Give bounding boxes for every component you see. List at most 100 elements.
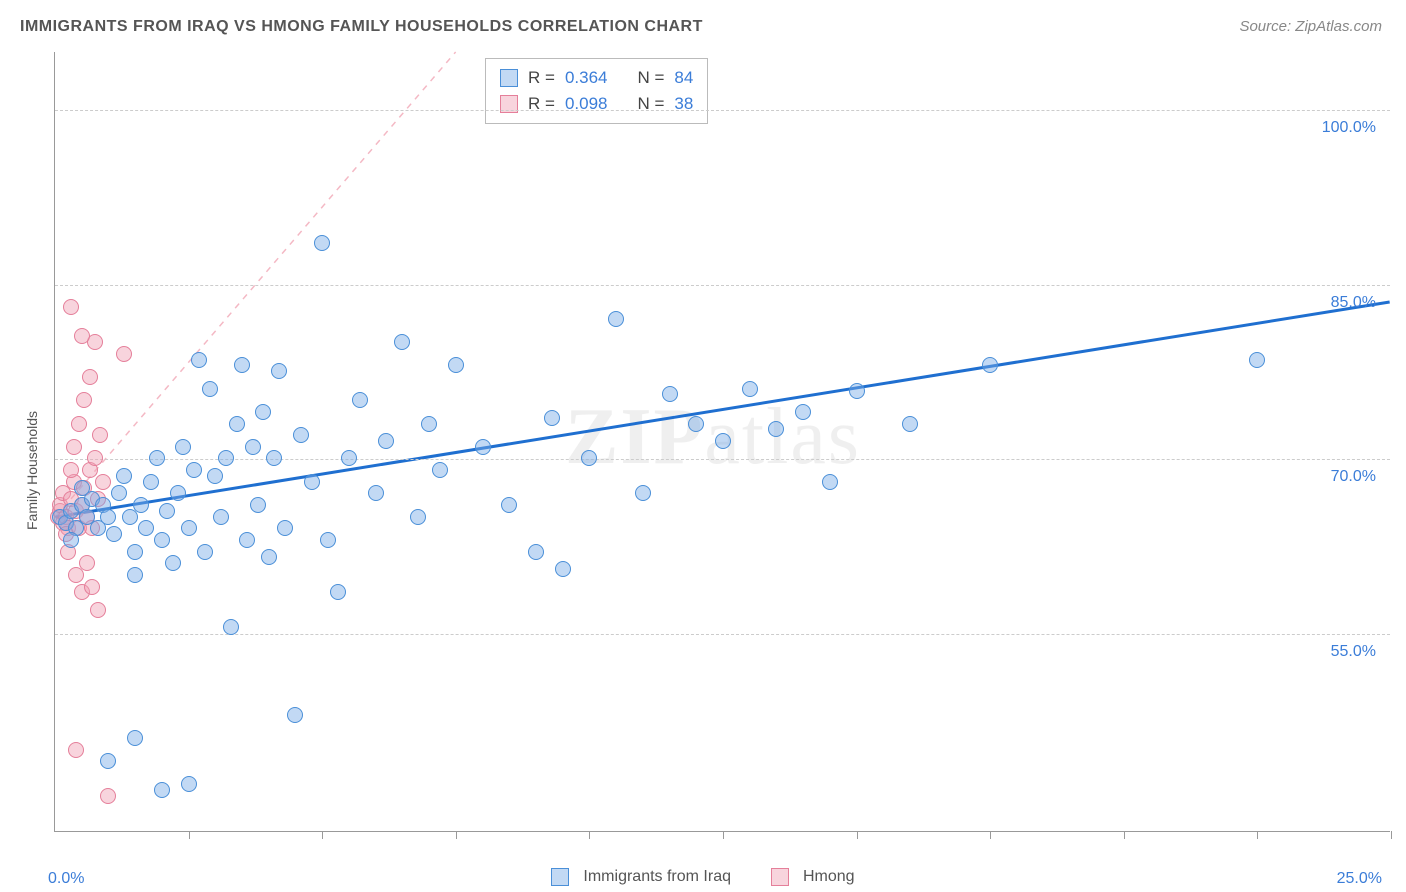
point-series1 bbox=[341, 450, 357, 466]
point-series2 bbox=[63, 299, 79, 315]
chart-container: IMMIGRANTS FROM IRAQ VS HMONG FAMILY HOU… bbox=[0, 0, 1406, 892]
point-series1 bbox=[394, 334, 410, 350]
point-series1 bbox=[207, 468, 223, 484]
gridline bbox=[55, 634, 1390, 635]
point-series2 bbox=[76, 392, 92, 408]
point-series1 bbox=[175, 439, 191, 455]
x-tick bbox=[322, 831, 323, 839]
n-value: 84 bbox=[674, 68, 693, 88]
point-series1 bbox=[501, 497, 517, 513]
point-series1 bbox=[250, 497, 266, 513]
point-series1 bbox=[662, 386, 678, 402]
point-series1 bbox=[127, 730, 143, 746]
r-label: R = bbox=[528, 68, 555, 88]
point-series2 bbox=[79, 555, 95, 571]
point-series1 bbox=[822, 474, 838, 490]
point-series1 bbox=[100, 509, 116, 525]
point-series1 bbox=[544, 410, 560, 426]
point-series1 bbox=[293, 427, 309, 443]
point-series2 bbox=[92, 427, 108, 443]
point-series1 bbox=[149, 450, 165, 466]
point-series1 bbox=[768, 421, 784, 437]
point-series2 bbox=[63, 462, 79, 478]
point-series1 bbox=[432, 462, 448, 478]
point-series1 bbox=[608, 311, 624, 327]
legend-row-2: R = 0.098 N = 38 bbox=[500, 91, 693, 117]
legend-label-1: Immigrants from Iraq bbox=[583, 868, 731, 886]
point-series1 bbox=[410, 509, 426, 525]
point-series1 bbox=[635, 485, 651, 501]
point-series1 bbox=[127, 567, 143, 583]
point-series1 bbox=[1249, 352, 1265, 368]
point-series1 bbox=[74, 480, 90, 496]
point-series1 bbox=[581, 450, 597, 466]
point-series1 bbox=[555, 561, 571, 577]
point-series2 bbox=[100, 788, 116, 804]
point-series1 bbox=[106, 526, 122, 542]
legend-label-2: Hmong bbox=[803, 868, 855, 886]
point-series1 bbox=[138, 520, 154, 536]
point-series1 bbox=[111, 485, 127, 501]
point-series1 bbox=[688, 416, 704, 432]
point-series1 bbox=[181, 520, 197, 536]
x-tick bbox=[1257, 831, 1258, 839]
x-tick bbox=[589, 831, 590, 839]
point-series1 bbox=[849, 383, 865, 399]
swatch-series1 bbox=[500, 69, 518, 87]
x-tick bbox=[990, 831, 991, 839]
point-series1 bbox=[127, 544, 143, 560]
source-label: Source: ZipAtlas.com bbox=[1239, 18, 1382, 35]
point-series1 bbox=[352, 392, 368, 408]
point-series1 bbox=[368, 485, 384, 501]
point-series1 bbox=[795, 404, 811, 420]
point-series1 bbox=[715, 433, 731, 449]
gridline bbox=[55, 110, 1390, 111]
point-series2 bbox=[87, 450, 103, 466]
point-series1 bbox=[213, 509, 229, 525]
plot-area: ZIPatlas R = 0.364 N = 84 R = 0.098 N = … bbox=[54, 52, 1390, 832]
point-series1 bbox=[239, 532, 255, 548]
point-series1 bbox=[255, 404, 271, 420]
y-tick-label: 85.0% bbox=[1331, 294, 1376, 312]
legend-row-1: R = 0.364 N = 84 bbox=[500, 65, 693, 91]
r-value: 0.364 bbox=[565, 68, 608, 88]
point-series1 bbox=[197, 544, 213, 560]
point-series1 bbox=[154, 532, 170, 548]
x-tick bbox=[1391, 831, 1392, 839]
x-tick bbox=[189, 831, 190, 839]
point-series1 bbox=[320, 532, 336, 548]
point-series1 bbox=[165, 555, 181, 571]
n-label: N = bbox=[637, 68, 664, 88]
point-series2 bbox=[90, 602, 106, 618]
point-series2 bbox=[68, 742, 84, 758]
point-series1 bbox=[287, 707, 303, 723]
point-series2 bbox=[116, 346, 132, 362]
point-series1 bbox=[63, 532, 79, 548]
gridline bbox=[55, 459, 1390, 460]
point-series1 bbox=[143, 474, 159, 490]
point-series1 bbox=[277, 520, 293, 536]
point-series1 bbox=[234, 357, 250, 373]
point-series1 bbox=[421, 416, 437, 432]
point-series1 bbox=[181, 776, 197, 792]
point-series1 bbox=[154, 782, 170, 798]
point-series1 bbox=[266, 450, 282, 466]
point-series1 bbox=[245, 439, 261, 455]
point-series2 bbox=[82, 369, 98, 385]
point-series1 bbox=[100, 753, 116, 769]
point-series2 bbox=[74, 328, 90, 344]
point-series1 bbox=[528, 544, 544, 560]
swatch-series1 bbox=[551, 868, 569, 886]
gridline bbox=[55, 285, 1390, 286]
series-legend: Immigrants from Iraq Hmong bbox=[0, 868, 1406, 886]
point-series1 bbox=[448, 357, 464, 373]
point-series1 bbox=[202, 381, 218, 397]
watermark: ZIPatlas bbox=[565, 392, 861, 483]
point-series1 bbox=[133, 497, 149, 513]
point-series2 bbox=[95, 474, 111, 490]
point-series2 bbox=[66, 439, 82, 455]
point-series1 bbox=[186, 462, 202, 478]
x-tick bbox=[456, 831, 457, 839]
correlation-legend: R = 0.364 N = 84 R = 0.098 N = 38 bbox=[485, 58, 708, 124]
point-series1 bbox=[116, 468, 132, 484]
